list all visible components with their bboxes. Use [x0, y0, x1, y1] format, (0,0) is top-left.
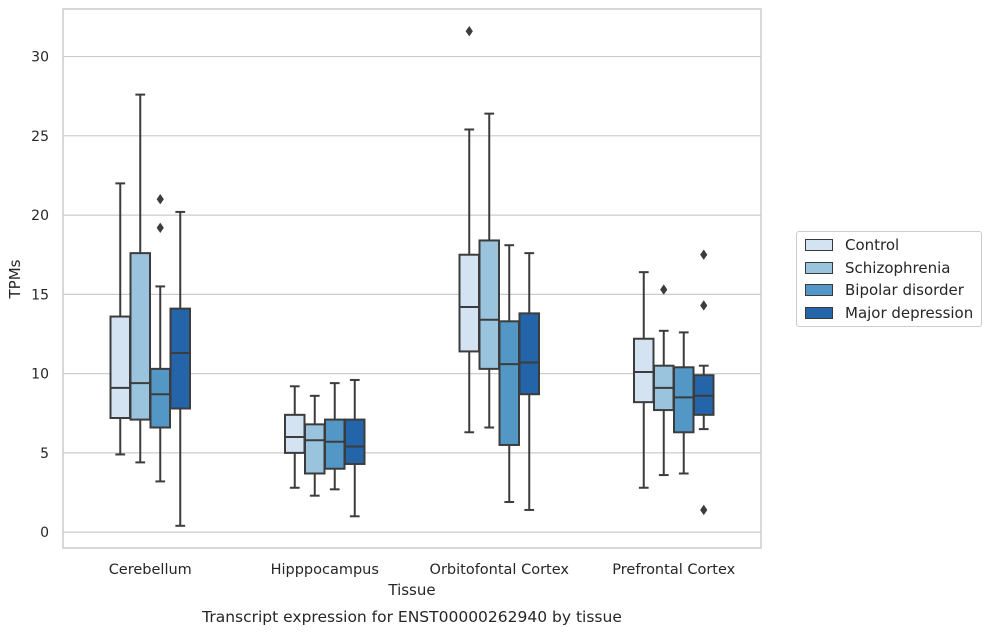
legend: Control Schizophrenia Bipolar disorder M… [796, 231, 982, 327]
box-control-cerebellum [109, 182, 131, 456]
box-iqr [344, 418, 366, 465]
box-iqr [478, 239, 500, 370]
box-control-orbitofontal-cortex [458, 25, 480, 434]
box-iqr [324, 418, 346, 470]
legend-swatch-bipolar-disorder [805, 284, 833, 296]
y-tick-label-0: 0 [40, 525, 49, 541]
y-tick-labels: 0 5 10 15 20 25 30 [31, 50, 49, 542]
x-tick-label-orbitofontal-cortex: Orbitofontal Cortex [430, 562, 570, 578]
box-iqr [304, 423, 326, 475]
legend-item-control: Control [805, 234, 899, 256]
x-tick-label-cerebellum: Cerebellum [109, 562, 192, 578]
x-axis-label: Tissue [387, 581, 435, 599]
box-iqr [673, 366, 695, 434]
legend-item-major-depression: Major depression [805, 302, 973, 324]
legend-label-bipolar-disorder: Bipolar disorder [845, 281, 964, 299]
box-iqr [129, 252, 151, 421]
gridlines [63, 55, 761, 533]
box-iqr [149, 367, 171, 429]
box-iqr [633, 337, 655, 404]
x-tick-label-prefrontal-cortex: Prefrontal Cortex [612, 562, 735, 578]
box-schizophrenia-cerebellum [129, 93, 151, 464]
box-schizophrenia-orbitofontal-cortex [478, 112, 500, 429]
box-schizophrenia-prefrontal-cortex [653, 284, 675, 477]
legend-swatch-major-depression [805, 307, 833, 319]
legend-label-control: Control [845, 236, 900, 254]
box-bipolar-disorder-hipppocampus [324, 382, 346, 491]
outlier-point [156, 222, 164, 233]
y-axis-label: TPMs [6, 259, 24, 299]
y-tick-label-25: 25 [31, 129, 49, 145]
box-major-depression-orbitofontal-cortex [518, 252, 540, 511]
outlier-point [156, 194, 164, 205]
outlier-point [700, 300, 708, 311]
box-major-depression-cerebellum [169, 210, 191, 527]
outlier-point [465, 25, 473, 37]
box-schizophrenia-hipppocampus [304, 394, 326, 497]
box-control-prefrontal-cortex [633, 271, 655, 489]
plot-frame [62, 8, 762, 549]
box-bipolar-disorder-orbitofontal-cortex [498, 244, 520, 504]
box-control-hipppocampus [284, 385, 306, 489]
y-tick-label-30: 30 [31, 50, 49, 66]
box-major-depression-hipppocampus [344, 378, 366, 518]
box-series-layer [109, 25, 715, 527]
box-bipolar-disorder-cerebellum [149, 194, 171, 483]
legend-label-schizophrenia: Schizophrenia [845, 259, 951, 277]
x-tick-labels: Cerebellum Hipppocampus Orbitofontal Corte… [109, 562, 736, 578]
box-iqr [498, 320, 520, 446]
outlier-point [660, 284, 668, 295]
box-iqr [518, 312, 540, 396]
x-tick-label-hipppocampus: Hipppocampus [271, 562, 379, 578]
chart-title: Transcript expression for ENST0000026294… [201, 608, 622, 626]
y-tick-label-5: 5 [40, 446, 49, 462]
y-tick-label-10: 10 [31, 367, 49, 383]
y-tick-label-20: 20 [31, 208, 49, 224]
box-iqr [169, 307, 191, 410]
outlier-point [700, 504, 708, 516]
box-iqr [284, 413, 306, 454]
legend-swatch-control [805, 239, 833, 251]
legend-item-schizophrenia: Schizophrenia [805, 257, 950, 279]
box-iqr [109, 315, 131, 420]
outlier-point [700, 249, 708, 260]
box-iqr [458, 253, 480, 353]
box-major-depression-prefrontal-cortex [693, 249, 715, 516]
legend-label-major-depression: Major depression [845, 304, 974, 322]
y-tick-label-15: 15 [31, 287, 49, 303]
legend-swatch-schizophrenia [805, 262, 833, 274]
legend-item-bipolar-disorder: Bipolar disorder [805, 279, 964, 301]
